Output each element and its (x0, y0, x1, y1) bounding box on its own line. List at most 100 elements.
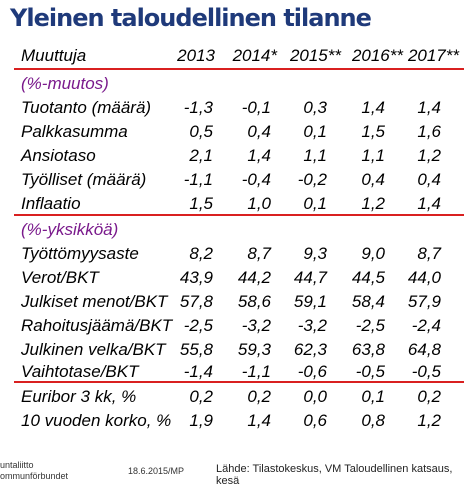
cell: 8,7 (417, 244, 441, 263)
cell: 57,8 (179, 292, 213, 311)
table-row: Inflaatio 1,5 1,0 0,1 1,2 1,4 (0, 192, 471, 216)
cell: 0,2 (417, 387, 441, 406)
table-row: Palkkasumma 0,5 0,4 0,1 1,5 1,6 (0, 120, 471, 144)
row-label: Inflaatio (21, 194, 81, 213)
table-row: Julkiset menot/BKT 57,8 58,6 59,1 58,4 5… (0, 290, 471, 314)
cell: -0,4 (241, 170, 271, 189)
cell: 0,4 (247, 122, 271, 141)
footer-date: 18.6.2015/MP (128, 466, 185, 476)
cell: 0,6 (303, 411, 327, 430)
row-label: Työlliset (määrä) (21, 170, 147, 189)
row-label: Tuotanto (määrä) (21, 98, 152, 117)
cell: 9,3 (303, 244, 327, 263)
table-row: Tuotanto (määrä) -1,3 -0,1 0,3 1,4 1,4 (0, 96, 471, 120)
row-label: Julkinen velka/BKT (21, 340, 166, 359)
cell: 0,5 (189, 122, 213, 141)
cell: 8,7 (247, 244, 271, 263)
cell: 1,2 (417, 146, 441, 165)
cell: 1,2 (361, 194, 385, 213)
cell: 0,2 (247, 387, 271, 406)
cell: -0,5 (411, 362, 441, 381)
cell: -1,3 (183, 98, 213, 117)
cell: 8,2 (189, 244, 213, 263)
table-row: Verot/BKT 43,9 44,2 44,7 44,5 44,0 (0, 266, 471, 290)
header-label: Muuttuja (21, 46, 87, 65)
cell: 0,1 (303, 194, 327, 213)
cell: 1,6 (417, 122, 441, 141)
cell: 1,0 (247, 194, 271, 213)
cell: 57,9 (407, 292, 441, 311)
cell: 44,2 (237, 268, 271, 287)
cell: 1,4 (247, 411, 271, 430)
row-label: Euribor 3 kk, % (21, 387, 137, 406)
cell: 43,9 (179, 268, 213, 287)
cell: 62,3 (293, 340, 327, 359)
cell: 1,5 (189, 194, 213, 213)
cell: 0,2 (189, 387, 213, 406)
cell: 1,4 (247, 146, 271, 165)
cell: 0,1 (361, 387, 385, 406)
cell: -0,6 (297, 362, 327, 381)
cell: -1,4 (183, 362, 213, 381)
cell: -1,1 (183, 170, 213, 189)
section-label: (%-muutos) (0, 72, 471, 96)
cell: 55,8 (179, 340, 213, 359)
cell: -3,2 (297, 316, 327, 335)
divider (14, 214, 464, 216)
table-header: Muuttuja 2013 2014* 2015** 2016** 2017** (0, 44, 471, 68)
row-label: Rahoitusjäämä/BKT (21, 316, 173, 335)
table-row: Vaihtotase/BKT -1,4 -1,1 -0,6 -0,5 -0,5 (0, 360, 471, 384)
table-row: Työlliset (määrä) -1,1 -0,4 -0,2 0,4 0,4 (0, 168, 471, 192)
cell: 1,4 (417, 194, 441, 213)
row-label: 10 vuoden korko, % (21, 411, 172, 430)
cell: 2,1 (189, 146, 213, 165)
logo-text: untaliitto (0, 460, 34, 470)
row-label: Julkiset menot/BKT (21, 292, 168, 311)
cell: 44,5 (351, 268, 385, 287)
cell: 1,9 (189, 411, 213, 430)
row-label: Vaihtotase/BKT (21, 362, 139, 381)
cell: 0,4 (361, 170, 385, 189)
cell: 0,3 (303, 98, 327, 117)
row-label: Työttömyysaste (21, 244, 139, 263)
cell: -2,4 (411, 316, 441, 335)
header-year: 2016** (351, 46, 403, 65)
source-text: Lähde: Tilastokeskus, VM Taloudellinen k… (216, 463, 453, 487)
cell: 59,1 (293, 292, 327, 311)
cell: 44,7 (293, 268, 327, 287)
page-title: Yleinen taloudellinen tilanne (10, 4, 372, 32)
logo-text: ommunförbundet (0, 471, 69, 481)
cell: -2,5 (355, 316, 385, 335)
cell: -0,5 (355, 362, 385, 381)
cell: 0,1 (303, 122, 327, 141)
cell: 1,4 (361, 98, 385, 117)
section-label-text: (%-yksikköä) (21, 220, 119, 239)
cell: 64,8 (407, 340, 441, 359)
divider (14, 68, 464, 70)
row-label: Verot/BKT (21, 268, 99, 287)
header-year: 2013 (177, 46, 215, 65)
row-label: Palkkasumma (21, 122, 128, 141)
divider (14, 381, 464, 383)
cell: 0,4 (417, 170, 441, 189)
table-row: Julkinen velka/BKT 55,8 59,3 62,3 63,8 6… (0, 338, 471, 362)
cell: -2,5 (183, 316, 213, 335)
table-row: Rahoitusjäämä/BKT -2,5 -3,2 -3,2 -2,5 -2… (0, 314, 471, 338)
cell: -3,2 (241, 316, 271, 335)
table-row: 10 vuoden korko, % 1,9 1,4 0,6 0,8 1,2 (0, 409, 471, 433)
cell: 44,0 (407, 268, 441, 287)
cell: 0,8 (361, 411, 385, 430)
cell: 9,0 (361, 244, 385, 263)
cell: 1,2 (417, 411, 441, 430)
cell: 58,4 (351, 292, 385, 311)
cell: 1,4 (417, 98, 441, 117)
header-year: 2017** (407, 46, 459, 65)
header-year: 2014* (232, 46, 277, 65)
cell: -1,1 (241, 362, 271, 381)
section-label: (%-yksikköä) (0, 218, 471, 242)
cell: 1,1 (303, 146, 327, 165)
cell: -0,1 (241, 98, 271, 117)
table-row: Euribor 3 kk, % 0,2 0,2 0,0 0,1 0,2 (0, 385, 471, 409)
cell: 0,0 (303, 387, 327, 406)
header-year: 2015** (289, 46, 341, 65)
